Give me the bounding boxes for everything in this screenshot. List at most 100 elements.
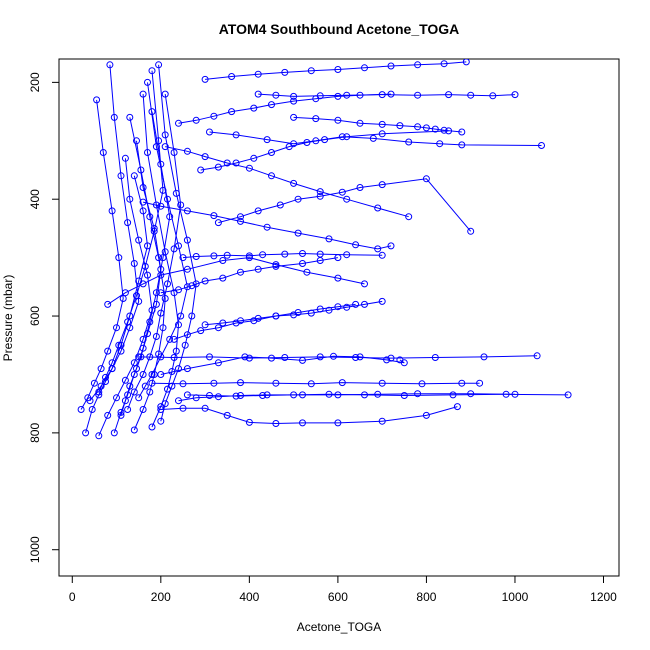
data-point (133, 137, 140, 145)
data-point (146, 388, 154, 396)
data-point (139, 280, 147, 288)
data-point (124, 219, 132, 227)
profile-line (165, 146, 409, 218)
data-point (115, 254, 123, 262)
data-point (361, 64, 368, 72)
data-point (126, 113, 134, 121)
data-point (157, 417, 165, 425)
data-point (312, 137, 320, 145)
data-point (192, 253, 200, 260)
profile-line (187, 393, 569, 397)
data-point (161, 131, 169, 139)
data-point (157, 289, 165, 297)
data-point (104, 347, 112, 355)
data-point (157, 271, 165, 279)
data-point (538, 142, 545, 149)
data-point (139, 207, 147, 215)
data-point (175, 365, 182, 373)
data-point (164, 280, 171, 288)
x-tick-label: 400 (239, 590, 259, 604)
profile-line (120, 111, 171, 416)
data-point (440, 60, 448, 68)
data-point (245, 164, 253, 172)
data-point (139, 406, 147, 413)
data-point (210, 379, 218, 387)
data-point (192, 280, 200, 288)
data-point (462, 59, 470, 66)
data-point (272, 261, 280, 269)
data-point (166, 335, 174, 343)
data-point (294, 229, 302, 237)
data-point (177, 312, 185, 320)
data-point (201, 404, 209, 412)
data-point (334, 116, 342, 124)
data-point (237, 217, 244, 225)
profile-line (89, 64, 140, 402)
data-point (152, 289, 160, 297)
data-point (175, 119, 182, 127)
data-point (161, 143, 169, 151)
data-point (152, 333, 160, 340)
data-point (144, 149, 151, 156)
data-point (303, 268, 311, 276)
data-point (422, 175, 430, 183)
data-point (378, 297, 386, 305)
data-point (219, 274, 227, 282)
x-tick-label: 600 (328, 590, 348, 604)
data-point (223, 251, 231, 259)
profile-line (138, 82, 188, 399)
data-point (121, 154, 129, 162)
data-point (124, 406, 132, 413)
data-point (172, 347, 180, 355)
data-point (272, 312, 280, 320)
profile-line (85, 175, 149, 434)
data-point (99, 149, 107, 156)
data-point (276, 201, 284, 209)
data-point (334, 274, 342, 282)
profile-line (182, 252, 383, 259)
y-tick-label: 200 (28, 72, 42, 92)
data-point (139, 198, 147, 206)
data-point (126, 312, 134, 320)
data-point (378, 379, 386, 387)
data-point (325, 235, 333, 243)
data-point (237, 213, 244, 221)
data-point (175, 397, 182, 405)
data-point (338, 133, 346, 141)
data-point (334, 303, 342, 311)
profile-line (98, 158, 153, 436)
data-point (214, 393, 222, 401)
data-point (181, 341, 189, 349)
data-point (177, 201, 185, 209)
data-point (259, 251, 267, 259)
data-point (356, 184, 364, 191)
y-tick-label: 600 (28, 306, 42, 326)
data-point (307, 380, 315, 388)
data-point (254, 70, 262, 78)
data-point (414, 61, 422, 69)
data-point (183, 236, 191, 244)
data-point (170, 245, 178, 253)
data-point (106, 61, 114, 69)
data-point (157, 371, 165, 378)
data-point (130, 359, 138, 367)
data-point (400, 392, 408, 399)
data-point (378, 181, 386, 189)
data-point (108, 207, 116, 215)
data-point (139, 184, 147, 191)
data-point (281, 68, 289, 76)
data-point (175, 286, 182, 294)
data-point (214, 219, 222, 227)
data-point (159, 186, 167, 194)
data-point (121, 376, 129, 384)
data-point (241, 353, 249, 361)
data-point (361, 391, 368, 399)
data-point (126, 382, 134, 390)
y-axis: 200 400 600 800 1000 (28, 72, 60, 563)
data-point (422, 124, 430, 132)
data-point (250, 104, 258, 112)
data-point (254, 265, 262, 273)
data-point (192, 116, 200, 124)
y-tick-label: 1000 (28, 536, 42, 563)
data-point (268, 101, 275, 109)
